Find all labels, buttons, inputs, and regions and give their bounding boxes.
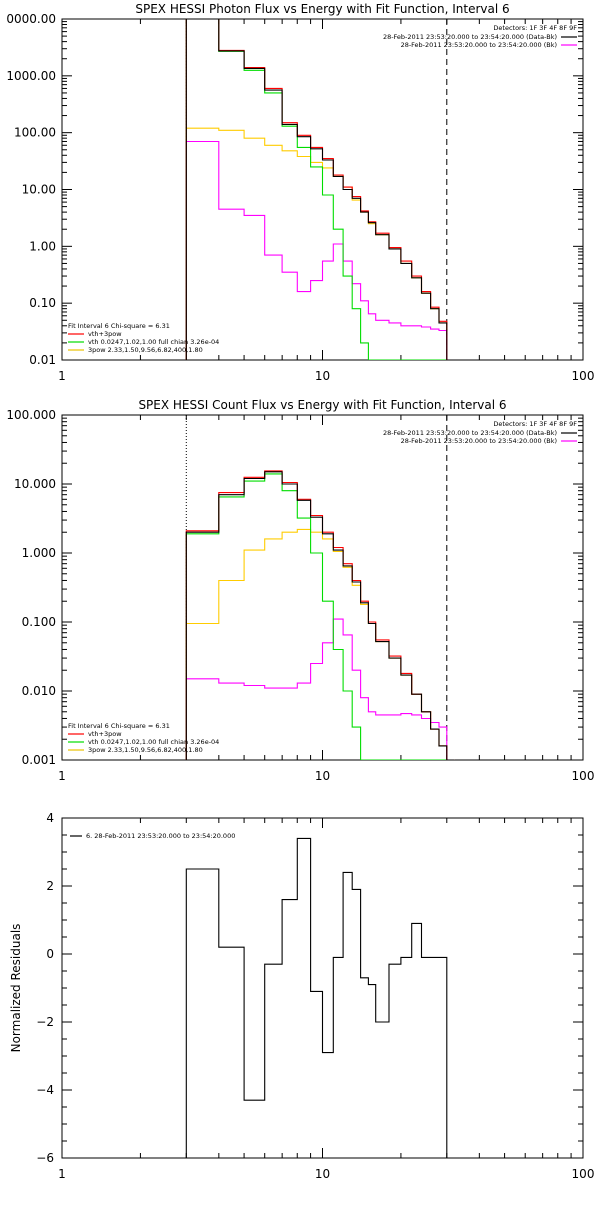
y-tick-label: 4 — [46, 811, 54, 825]
series-line-2 — [185, 140, 448, 360]
legend-header: Fit Interval 6 Chi-square = 6.31 — [68, 322, 170, 330]
y-tick-label: 1.000 — [22, 546, 56, 560]
x-tick-label: 1 — [58, 369, 66, 383]
y-tick-label: 0.010 — [22, 684, 56, 698]
y-tick-label: 2 — [46, 879, 54, 893]
y-tick-label: 0 — [46, 947, 54, 961]
series-line-2 — [185, 618, 455, 760]
y-tick-label: 0.001 — [22, 753, 56, 767]
y-tick-label: 100.000 — [6, 408, 56, 422]
y-tick-label: 10.00 — [22, 183, 56, 197]
chart-title: SPEX HESSI Count Flux vs Energy with Fit… — [138, 398, 506, 412]
y-tick-label: 10.000 — [14, 477, 56, 491]
y-tick-label: 0.100 — [22, 615, 56, 629]
y-tick-label: −2 — [36, 1015, 54, 1029]
legend-entry: 3pow 2.33,1.50,9.56,6.82,400,1.80 — [88, 746, 203, 754]
plot-panel-1: SPEX HESSI Photon Flux vs Energy with Fi… — [6, 2, 594, 383]
legend-entry: 6. 28-Feb-2011 23:53:20.000 to 23:54:20.… — [86, 832, 235, 840]
y-tick-label: 0.10 — [29, 296, 56, 310]
series-line-4 — [185, 19, 448, 360]
legend-entry: 28-Feb-2011 23:53:20.000 to 23:54:20.000… — [401, 437, 557, 445]
x-tick-label: 1 — [58, 769, 66, 783]
y-tick-label: −4 — [36, 1083, 54, 1097]
series-line-5 — [185, 471, 455, 760]
x-tick-label: 100 — [572, 769, 595, 783]
legend-entry: vth 0.0247,1.02,1.00 full chian 3.26e-04 — [88, 338, 219, 346]
legend-header: Detectors: 1F 3F 4F 8F 9F — [493, 24, 577, 32]
y-tick-label: 100.00 — [14, 126, 56, 140]
y-tick-label: 0.01 — [29, 353, 56, 367]
series-line-1 — [185, 528, 455, 760]
legend-entry: vth 0.0247,1.02,1.00 full chian 3.26e-04 — [88, 738, 219, 746]
series-line-1 — [185, 127, 448, 360]
x-tick-label: 10 — [315, 369, 330, 383]
plot-panel-2: SPEX HESSI Count Flux vs Energy with Fit… — [6, 398, 594, 783]
axis-frame — [61, 817, 584, 1159]
y-tick-label: 1000.00 — [6, 69, 56, 83]
legend-header: Detectors: 1F 3F 4F 8F 9F — [493, 420, 577, 428]
legend-entry: vth+3pow — [88, 330, 122, 338]
y-tick-label: 1.00 — [29, 239, 56, 253]
legend-entry: 28-Feb-2011 23:53:20.000 to 23:54:20.000… — [401, 41, 557, 49]
x-tick-label: 10 — [315, 769, 330, 783]
x-tick-label: 100 — [572, 369, 595, 383]
x-tick-label: 1 — [58, 1167, 66, 1181]
series-line-1 — [185, 837, 448, 1158]
x-tick-label: 100 — [572, 1167, 595, 1181]
x-tick-label: 10 — [315, 1167, 330, 1181]
y-tick-label: 0000.00 — [6, 12, 56, 26]
legend-entry: 28-Feb-2011 23:53:20.000 to 23:54:20.000… — [383, 429, 557, 437]
legend-entry: 28-Feb-2011 23:53:20.000 to 23:54:20.000… — [383, 33, 557, 41]
series-line-5 — [185, 19, 448, 360]
legend-entry: 3pow 2.33,1.50,9.56,6.82,400,1.80 — [88, 346, 203, 354]
legend-entry: vth+3pow — [88, 730, 122, 738]
legend-header: Fit Interval 6 Chi-square = 6.31 — [68, 722, 170, 730]
plot-panel-3: 1 10 100 −6 −4 −2 0 2 4 Normalized Residuals 6. 28… — [9, 811, 594, 1181]
series-line-3 — [185, 19, 447, 360]
y-axis-label: Normalized Residuals — [9, 924, 23, 1053]
y-tick-label: −6 — [36, 1151, 54, 1165]
series-line-3 — [185, 473, 455, 760]
series-line-4 — [185, 470, 455, 760]
chart-title: SPEX HESSI Photon Flux vs Energy with Fi… — [135, 2, 509, 16]
